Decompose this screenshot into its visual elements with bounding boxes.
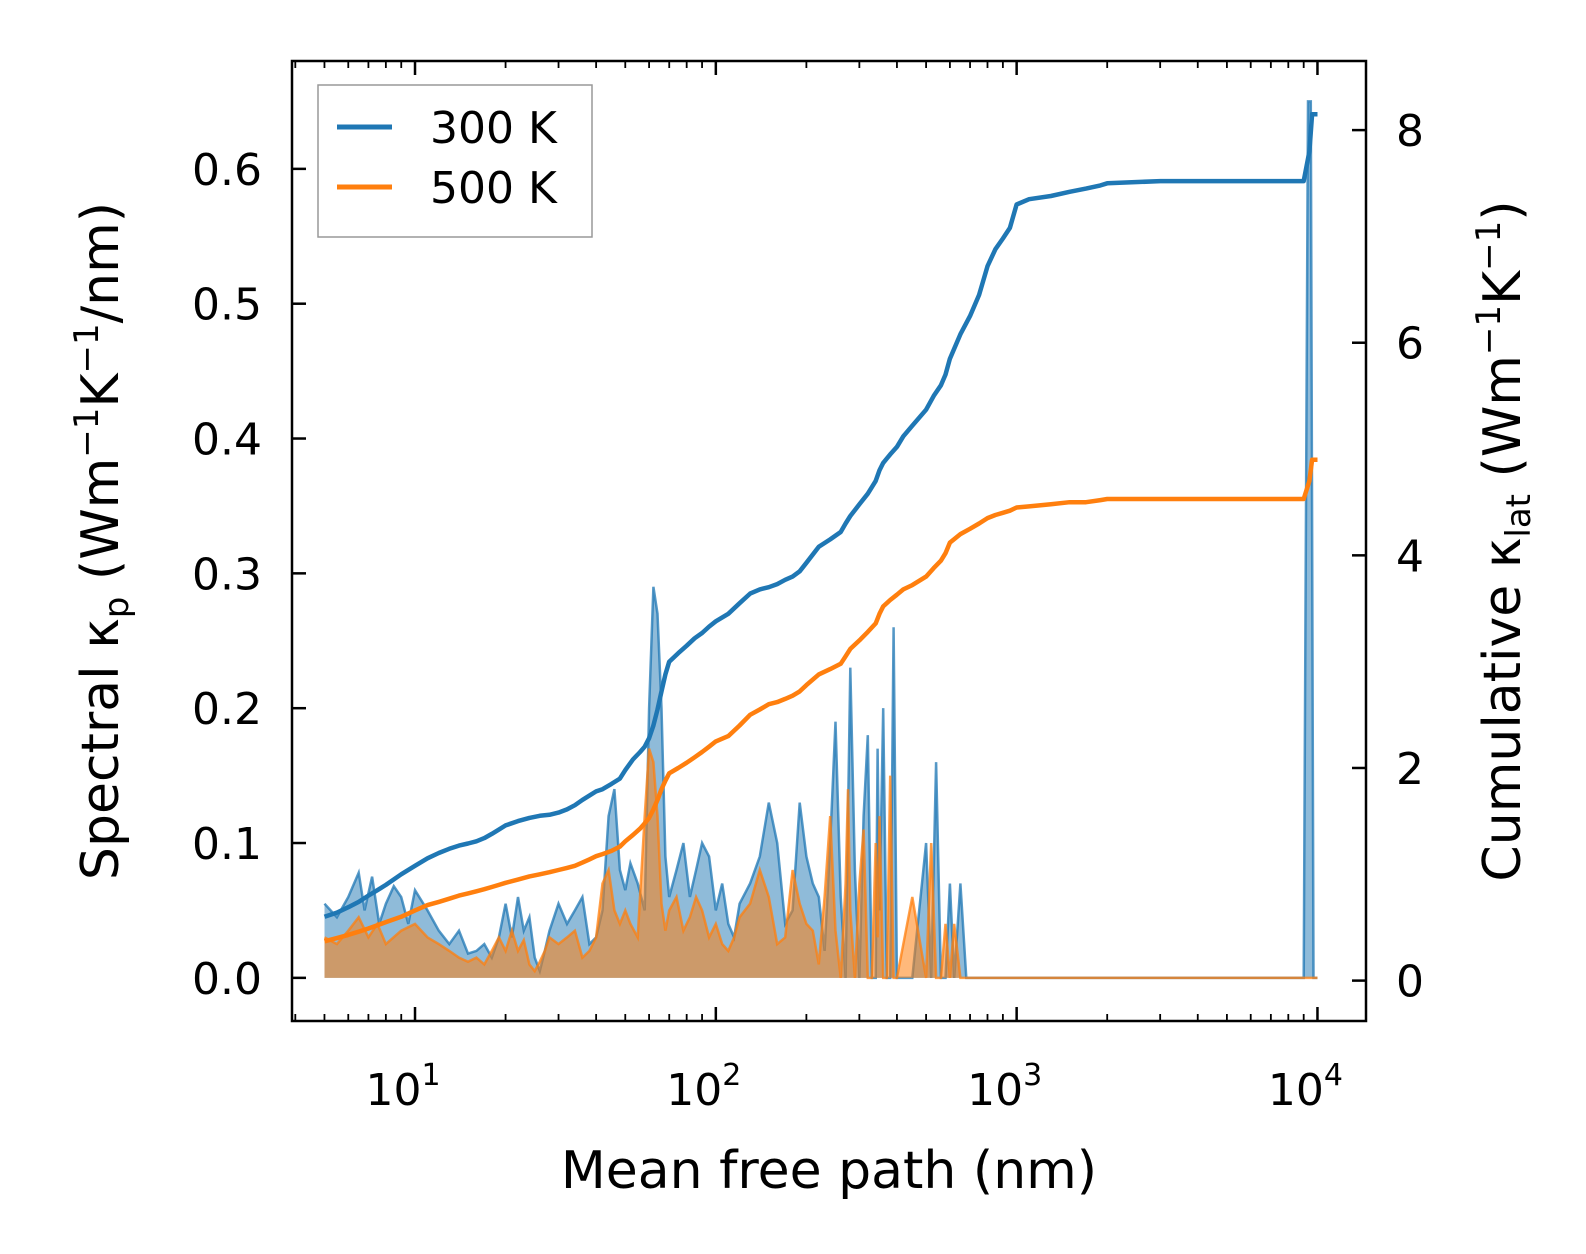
y-left-tick-label: 0.5 (192, 280, 262, 331)
legend: 300 K 500 K (317, 84, 593, 238)
x-tick-label: 101 (365, 1058, 440, 1116)
y-right-tick-label: 8 (1396, 106, 1424, 157)
x-tick-label: 104 (1268, 1058, 1343, 1116)
right-axis-label-mid: (Wm (1473, 355, 1533, 494)
left-axis-label-k: K (71, 372, 131, 408)
spectral-area-500k (324, 748, 1318, 978)
right-axis-label-sup1: −1 (1469, 305, 1509, 355)
y-left-tick-label: 0.1 (192, 819, 262, 870)
x-tick-label: 102 (666, 1058, 741, 1116)
x-axis-label: Mean free path (nm) (561, 1141, 1097, 1201)
left-axis-label-sub: p (97, 597, 137, 619)
cumulative-line-500k (323, 457, 1318, 944)
right-axis-label-k: K (1473, 269, 1533, 305)
left-axis-label-sup1: −1 (67, 408, 107, 458)
y-left-tick-label: 0.3 (192, 549, 262, 600)
right-axis-label-suffix: ) (1473, 200, 1533, 220)
right-axis-label-sup2: −1 (1469, 221, 1509, 271)
left-axis-label-suffix: /nm) (71, 202, 131, 323)
left-axis-label-sup2: −1 (67, 323, 107, 373)
cumulative-line-300k (323, 111, 1318, 919)
left-axis-label-prefix: Spectral κ (71, 618, 131, 880)
spectral-line-500k (323, 748, 1318, 980)
y-left-tick-label: 0.2 (192, 684, 262, 735)
left-axis-label: Spectral κp (Wm−1K−1/nm) (67, 202, 137, 880)
legend-label-500k: 500 K (430, 163, 558, 214)
y-left-tick-label: 0.4 (192, 415, 262, 466)
right-axis-label: Cumulative κlat (Wm−1K−1) (1469, 200, 1539, 881)
left-axis-label-mid: (Wm (71, 458, 131, 597)
y-right-tick-label: 4 (1396, 531, 1424, 582)
x-tick-label: 103 (967, 1058, 1042, 1116)
y-right-tick-label: 0 (1396, 957, 1424, 1008)
right-axis-label-prefix: Cumulative κ (1473, 538, 1533, 882)
axis-ticks: 101 102 103 104 0.0 0.1 0.2 0.3 0.4 0.5 0.6 0 2 4 6 8 (192, 61, 1424, 1116)
legend-box (317, 84, 593, 238)
plot-frame (290, 59, 1368, 1023)
right-axis-label-sub: lat (1499, 494, 1539, 538)
y-left-tick-label: 0.0 (192, 954, 262, 1005)
y-right-tick-label: 6 (1396, 319, 1424, 370)
y-right-tick-label: 2 (1396, 744, 1424, 795)
y-left-tick-label: 0.6 (192, 145, 262, 196)
legend-label-300k: 300 K (430, 103, 558, 154)
cumulative-lines (323, 111, 1318, 944)
spectral-areas (323, 100, 1318, 980)
